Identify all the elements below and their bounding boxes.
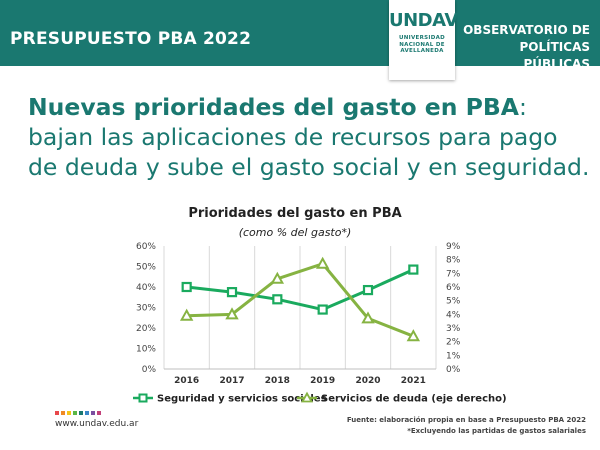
data-point-triangle <box>225 307 239 320</box>
y-left-tick-label: 40% <box>136 283 156 293</box>
x-tick-label: 2017 <box>219 376 244 386</box>
y-left-tick-label: 10% <box>136 345 156 355</box>
observatory-line-1: OBSERVATORIO DE <box>463 23 590 37</box>
brand-dot <box>73 411 77 415</box>
headline-bold: Nuevas prioridades del gasto en PBA <box>28 93 519 121</box>
y-right-tick-label: 1% <box>446 351 461 361</box>
data-point-triangle <box>270 271 285 284</box>
brand-dot <box>67 411 71 415</box>
brand-dot <box>79 411 83 415</box>
data-point-square <box>408 264 419 275</box>
chart-title: Prioridades del gasto en PBA <box>188 206 402 221</box>
data-point-square <box>317 304 328 315</box>
y-right-tick-label: 3% <box>446 324 461 334</box>
y-right-tick-label: 0% <box>446 365 461 375</box>
logo-line-2: NACIONAL DE <box>399 41 445 48</box>
data-point-square <box>181 281 192 293</box>
website-label: www.undav.edu.ar <box>55 419 139 429</box>
legend-label: Servicios de deuda (eje derecho) <box>321 394 507 405</box>
chart-subtitle: (como % del gasto*) <box>238 226 352 239</box>
headline-rest: : bajan las aplicaciones de recursos par… <box>28 93 590 181</box>
logo-mark: UNDAV <box>389 10 458 31</box>
data-point-triangle <box>361 311 375 324</box>
y-left-tick-label: 60% <box>136 242 156 252</box>
x-tick-label: 2016 <box>174 376 199 386</box>
source-note: Fuente: elaboración propia en base a Pre… <box>256 415 586 437</box>
x-tick-label: 2018 <box>265 376 290 386</box>
y-right-tick-label: 2% <box>446 338 461 348</box>
brand-dot <box>85 411 89 415</box>
page-title: PRESUPUESTO PBA 2022 <box>10 29 252 49</box>
data-point-square <box>226 287 238 298</box>
data-point-square <box>272 294 283 305</box>
brand-dot <box>97 411 101 415</box>
series-line <box>186 262 414 338</box>
x-tick-label: 2021 <box>401 376 426 386</box>
legend-label: Seguridad y servicios sociales <box>157 394 327 405</box>
legend-swatch-triangle <box>300 391 314 403</box>
header-bar: PRESUPUESTO PBA 2022 OBSERVATORIO DE POL… <box>0 0 600 71</box>
logo-line-3: AVELLANEDA <box>400 48 444 54</box>
legend-swatch-square <box>138 393 148 403</box>
source-text: Fuente: elaboración propia en base a Pre… <box>346 416 586 424</box>
observatory-line-2: POLÍTICAS PÚBLICAS <box>519 40 591 71</box>
headline: Nuevas prioridades del gasto en PBA: baj… <box>28 92 593 182</box>
y-left-tick-label: 0% <box>142 365 157 375</box>
brand-dot <box>55 411 59 415</box>
data-point-square <box>362 284 374 296</box>
y-right-tick-label: 8% <box>446 256 461 266</box>
undav-logo: UNDAV UNIVERSIDAD NACIONAL DE AVELLANEDA <box>389 0 458 80</box>
y-right-tick-label: 5% <box>446 297 461 307</box>
y-left-tick-label: 30% <box>136 304 156 314</box>
brand-color-dots <box>55 411 103 415</box>
footnote-text: *Excluyendo las partidas de gastos salar… <box>407 427 586 435</box>
observatory-label: OBSERVATORIO DE POLÍTICAS PÚBLICAS <box>450 22 590 73</box>
y-right-tick-label: 6% <box>446 283 461 293</box>
x-tick-label: 2020 <box>355 376 380 386</box>
brand-dot <box>91 411 95 415</box>
data-point-triangle <box>406 329 421 342</box>
y-right-tick-label: 7% <box>446 269 461 279</box>
data-point-triangle <box>179 308 194 321</box>
data-point-triangle <box>315 256 330 269</box>
y-left-tick-label: 50% <box>136 263 156 273</box>
brand-dot <box>61 411 65 415</box>
y-right-tick-label: 4% <box>446 310 461 320</box>
y-right-tick-label: 9% <box>446 242 461 252</box>
y-left-tick-label: 20% <box>136 324 156 334</box>
x-tick-label: 2019 <box>310 376 335 386</box>
series-line <box>186 268 414 312</box>
logo-line-1: UNIVERSIDAD <box>398 35 446 41</box>
